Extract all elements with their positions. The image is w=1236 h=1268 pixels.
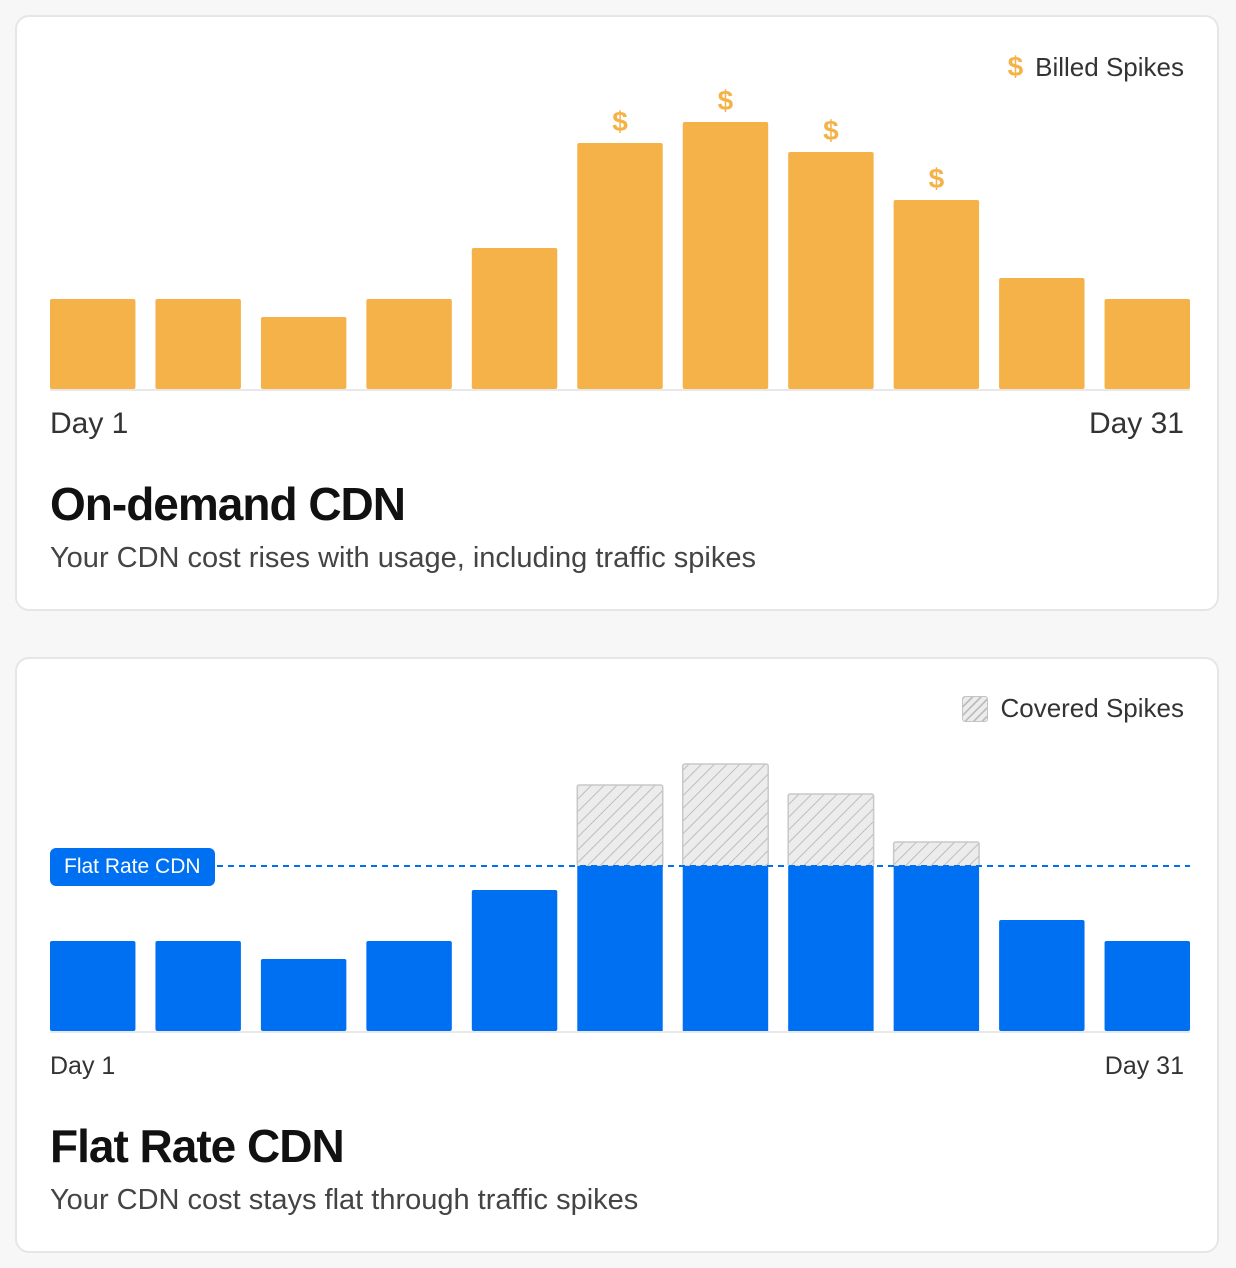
ondemand-title: On-demand CDN bbox=[50, 478, 406, 530]
flat-bar bbox=[682, 866, 769, 1031]
flat-bar bbox=[155, 941, 241, 1031]
ondemand-bar bbox=[1104, 299, 1190, 389]
covered-spike-bar bbox=[576, 784, 664, 867]
flat-legend: Covered Spikes bbox=[962, 693, 1184, 724]
ondemand-bar bbox=[366, 299, 452, 389]
flat-description: Your CDN cost stays flat through traffic… bbox=[50, 1184, 639, 1216]
covered-spike-bar bbox=[787, 793, 875, 867]
ondemand-bar bbox=[471, 248, 558, 389]
flat-rate-badge: Flat Rate CDN bbox=[50, 848, 215, 886]
billed-spike-dollar-icon: $ bbox=[718, 85, 734, 116]
hatched-swatch-icon bbox=[962, 695, 989, 722]
flat-bar bbox=[893, 866, 980, 1031]
ondemand-bar bbox=[788, 152, 874, 389]
flat-bar bbox=[50, 941, 136, 1031]
flat-title: Flat Rate CDN bbox=[50, 1120, 345, 1172]
ondemand-bar bbox=[893, 200, 980, 389]
covered-spike-bar bbox=[892, 841, 980, 867]
flat-bar bbox=[1104, 941, 1190, 1031]
flat-bar bbox=[577, 866, 663, 1031]
ondemand-chart: $ $ $ $ bbox=[50, 85, 1190, 391]
flat-x-end-label: Day 31 bbox=[1104, 1052, 1184, 1080]
flat-bar bbox=[788, 866, 874, 1031]
flat-bar bbox=[366, 941, 452, 1031]
dollar-icon: $ bbox=[1007, 51, 1024, 82]
ondemand-bar bbox=[155, 299, 241, 389]
ondemand-x-start-label: Day 1 bbox=[50, 407, 129, 440]
ondemand-description: Your CDN cost rises with usage, includin… bbox=[50, 542, 756, 574]
ondemand-bar bbox=[50, 299, 136, 389]
ondemand-bar bbox=[260, 317, 347, 389]
ondemand-legend-label: Billed Spikes bbox=[1035, 51, 1184, 82]
billed-spike-dollar-icon: $ bbox=[823, 115, 839, 146]
ondemand-bar bbox=[999, 278, 1085, 389]
ondemand-bar bbox=[682, 122, 769, 389]
flat-card: Covered Spikes Flat Rate CDN Day 1 Day 3… bbox=[15, 657, 1219, 1253]
flat-legend-label: Covered Spikes bbox=[1000, 693, 1184, 723]
flat-chart bbox=[50, 763, 1190, 1033]
billed-spike-dollar-icon: $ bbox=[612, 106, 628, 137]
flat-x-start-label: Day 1 bbox=[50, 1052, 116, 1080]
flat-bar bbox=[471, 890, 558, 1031]
covered-spike-bar bbox=[681, 763, 769, 867]
flat-bar bbox=[260, 959, 347, 1031]
flat-bar bbox=[999, 920, 1085, 1031]
ondemand-bar bbox=[577, 143, 663, 389]
ondemand-legend: $ Billed Spikes bbox=[1008, 51, 1184, 83]
ondemand-x-end-label: Day 31 bbox=[1088, 407, 1184, 440]
billed-spike-dollar-icon: $ bbox=[929, 163, 945, 194]
ondemand-card: $ Billed Spikes $ $ $ $ Day 1 Day 31 On-dem… bbox=[15, 15, 1219, 611]
